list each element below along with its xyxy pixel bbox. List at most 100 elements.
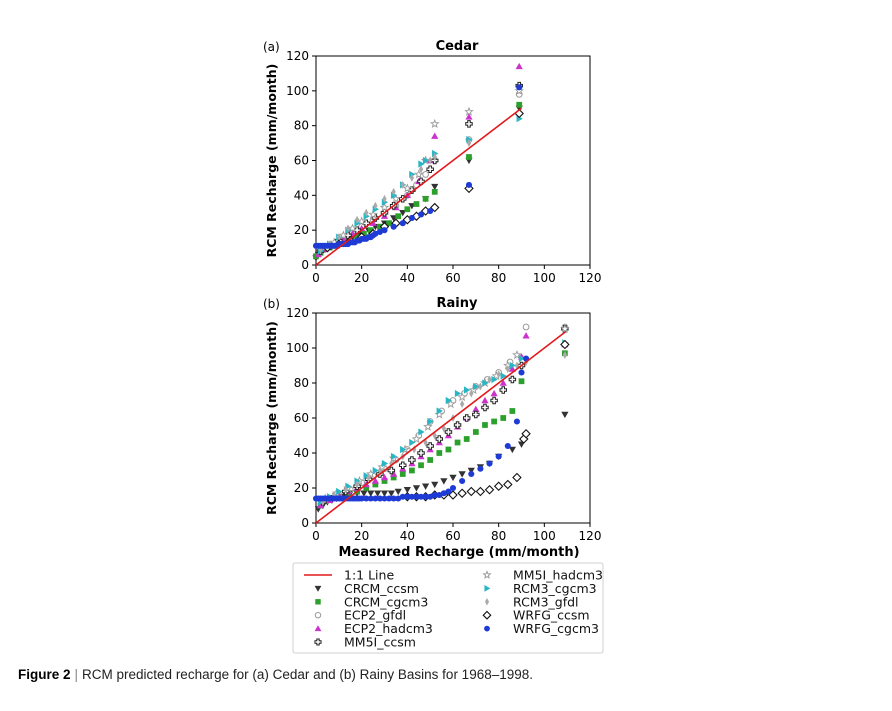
- x-tick-label: 60: [445, 529, 460, 543]
- data-point: [376, 495, 383, 502]
- data-point: [431, 481, 439, 489]
- data-point: [431, 188, 438, 195]
- legend-marker: [314, 638, 322, 646]
- data-point: [360, 490, 368, 497]
- y-tick-label: 0: [301, 516, 309, 530]
- data-point: [381, 495, 388, 502]
- data-point: [477, 465, 484, 472]
- data-point: [343, 485, 348, 494]
- data-point: [422, 156, 430, 165]
- data-point: [390, 223, 397, 230]
- data-point: [491, 375, 498, 384]
- data-point: [486, 460, 493, 467]
- legend-marker: [314, 611, 322, 619]
- y-tick-label: 20: [294, 481, 309, 495]
- data-point: [503, 479, 513, 490]
- data-point: [464, 106, 474, 116]
- data-point: [487, 375, 492, 384]
- data-point: [363, 472, 370, 480]
- data-point: [381, 227, 388, 234]
- data-point: [338, 230, 349, 240]
- legend-label: CRCM_cgcm3: [344, 594, 428, 609]
- data-point: [454, 389, 462, 398]
- data-point: [500, 415, 507, 421]
- data-point: [413, 169, 424, 179]
- data-point: [411, 433, 422, 444]
- data-point: [404, 206, 411, 213]
- data-point: [436, 450, 443, 456]
- legend-marker: [314, 625, 322, 632]
- x-tick-label: 100: [533, 529, 556, 543]
- data-point: [490, 389, 498, 397]
- data-point: [469, 389, 474, 398]
- legend-label: MM5I_hadcm3: [513, 568, 603, 583]
- data-point: [409, 467, 415, 474]
- x-tick-label: 40: [400, 271, 415, 285]
- data-point: [400, 445, 407, 454]
- legend-label: RCM3_cgcm3: [513, 581, 597, 596]
- data-point: [560, 323, 570, 333]
- data-point: [560, 339, 570, 350]
- x-tick-label: 40: [400, 529, 415, 543]
- data-point: [429, 118, 440, 128]
- data-point: [369, 219, 377, 226]
- data-point: [515, 62, 523, 70]
- data-point: [509, 408, 516, 414]
- data-point: [465, 113, 473, 120]
- data-point: [516, 84, 523, 91]
- data-point: [409, 173, 415, 182]
- x-axis-label: Measured Recharge (mm/month): [338, 545, 579, 560]
- data-point: [508, 375, 517, 384]
- data-point: [403, 487, 411, 494]
- legend-label: MM5I_ccsm: [344, 635, 416, 650]
- data-point: [422, 195, 429, 202]
- data-point: [475, 486, 486, 497]
- data-point: [522, 332, 530, 339]
- legend-label: ECP2_gfdl: [344, 608, 406, 623]
- data-point: [431, 183, 439, 191]
- data-point: [465, 181, 473, 188]
- figure-caption: Figure 2 | RCM predicted recharge for (a) …: [18, 667, 534, 682]
- legend-marker: [484, 625, 490, 632]
- data-point: [427, 417, 434, 426]
- x-tick-label: 120: [579, 271, 602, 285]
- data-point: [381, 459, 389, 468]
- data-point: [427, 207, 434, 215]
- data-point: [459, 477, 466, 485]
- y-axis-label: RCM Recharge (mm/month): [264, 64, 279, 258]
- x-tick-label: 120: [579, 529, 602, 543]
- legend-label: RCM3_gfdl: [513, 594, 579, 609]
- y-tick-label: 60: [294, 411, 309, 425]
- data-point: [464, 386, 471, 394]
- data-point: [418, 462, 424, 469]
- data-point: [395, 213, 402, 220]
- panel-label: (b): [263, 297, 280, 311]
- data-point: [390, 495, 397, 502]
- x-tick-label: 100: [533, 271, 556, 285]
- data-point: [387, 466, 396, 475]
- data-point: [386, 495, 393, 502]
- data-point: [496, 370, 501, 379]
- legend-label: 1:1 Line: [344, 568, 394, 583]
- data-point: [358, 495, 365, 502]
- data-point: [367, 495, 374, 502]
- x-tick-label: 60: [445, 271, 460, 285]
- y-tick-label: 40: [294, 188, 309, 202]
- chart-title: Cedar: [436, 39, 479, 54]
- data-point: [473, 382, 480, 391]
- data-point: [490, 396, 498, 405]
- data-point: [440, 478, 448, 485]
- panel-cedar: 0 20 40 60 80 100 120 0 20 40 60 80 100 120 (a) Cedar RC…: [263, 39, 601, 285]
- data-point: [409, 438, 416, 447]
- panel-label: (a): [263, 40, 280, 54]
- data-point: [445, 488, 452, 495]
- data-point: [499, 379, 507, 386]
- data-point: [493, 481, 504, 491]
- data-point: [380, 473, 389, 481]
- legend-box: [292, 562, 604, 654]
- data-point: [482, 379, 489, 387]
- data-point: [513, 418, 520, 425]
- data-point: [390, 470, 398, 477]
- data-point: [449, 474, 457, 482]
